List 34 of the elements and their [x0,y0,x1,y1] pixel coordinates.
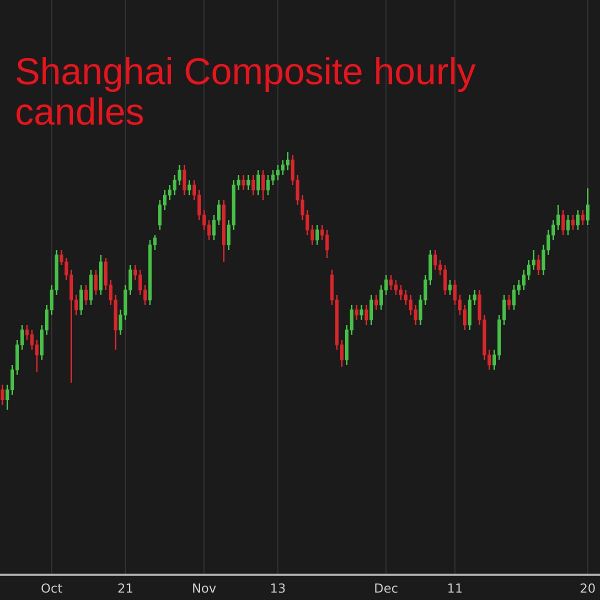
x-tick-label: Dec [375,584,398,593]
x-tick-label: Oct [42,583,62,593]
x-tick-label: 21 [118,583,132,593]
candlestick [94,269,98,296]
candlestick [252,174,256,196]
candlestick [507,294,511,311]
candlestick [360,304,364,321]
candlestick [188,179,192,196]
candlestick [242,174,246,191]
x-tick-label: 11 [448,584,462,593]
candlestick [364,304,368,326]
candlestick [581,209,585,226]
candlestick [374,294,378,311]
candlestick [261,169,265,201]
candlestick [246,174,250,191]
candlestick [561,209,565,236]
x-tick-label: Nov [193,584,216,593]
candlestick [0,384,4,406]
x-tick-label: 13 [271,583,285,593]
candlestick [576,209,580,231]
candlestick [354,304,358,321]
candlestick [84,284,88,306]
candlestick [256,169,260,196]
candlestick [370,294,374,326]
candlestick [536,254,540,276]
candlestick [182,164,186,196]
candlestick [448,279,452,296]
candlestick [566,214,570,236]
candlestick [315,224,319,246]
candlestick [79,284,83,316]
candlestick [571,214,575,231]
candlestick [586,187,590,226]
chart-title: Shanghai Composite hourly candles [16,57,476,125]
x-tick-label: 20 [580,583,595,593]
